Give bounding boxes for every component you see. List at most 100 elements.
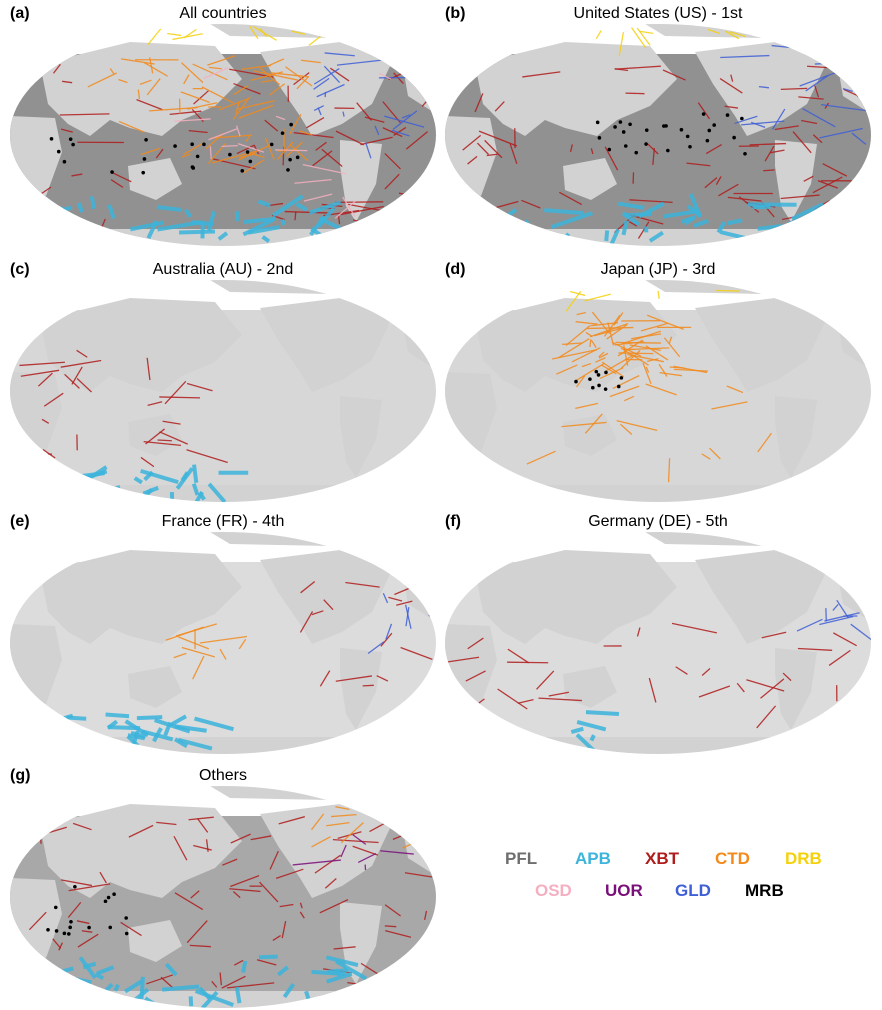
track	[187, 490, 204, 502]
track	[589, 734, 596, 742]
track	[709, 447, 721, 460]
track	[64, 221, 77, 238]
track	[477, 728, 488, 738]
panel-label: (e)	[10, 513, 30, 530]
marker	[141, 170, 146, 175]
track	[832, 632, 857, 647]
track	[102, 740, 116, 750]
marker	[108, 925, 113, 930]
track	[488, 208, 518, 231]
track	[10, 453, 53, 458]
track	[75, 488, 87, 502]
track	[207, 55, 236, 66]
panel-title: Others	[199, 767, 247, 784]
track	[462, 134, 482, 151]
track	[621, 211, 641, 227]
track	[362, 223, 371, 235]
track	[618, 352, 654, 355]
track	[76, 920, 90, 925]
track	[175, 467, 194, 490]
marker	[62, 931, 67, 936]
track	[321, 148, 343, 167]
track	[385, 623, 393, 640]
track	[404, 604, 412, 629]
track	[52, 938, 62, 949]
track	[598, 351, 605, 358]
track	[842, 88, 853, 92]
marker	[725, 113, 730, 117]
track	[693, 218, 709, 228]
track	[256, 959, 277, 966]
track	[467, 155, 478, 165]
marker	[597, 383, 601, 388]
track	[400, 646, 433, 660]
marker	[173, 144, 177, 148]
track	[242, 159, 265, 174]
track	[143, 441, 182, 447]
track	[814, 84, 820, 98]
track	[159, 431, 188, 445]
marker	[712, 123, 717, 127]
track	[796, 618, 823, 632]
track	[562, 342, 582, 346]
track	[494, 101, 505, 112]
track	[241, 960, 248, 973]
track	[210, 134, 252, 139]
track	[352, 845, 379, 856]
track	[31, 491, 75, 502]
marker	[740, 116, 744, 121]
marker	[49, 137, 54, 141]
track	[180, 91, 210, 103]
track	[620, 423, 633, 435]
track	[497, 737, 522, 754]
track	[391, 129, 410, 137]
track	[771, 108, 786, 130]
track	[478, 130, 518, 147]
track	[638, 201, 665, 219]
track	[108, 492, 119, 502]
track	[591, 311, 611, 335]
track	[601, 361, 625, 378]
map	[10, 532, 436, 754]
track	[415, 975, 436, 984]
track	[318, 235, 330, 246]
track	[43, 392, 64, 407]
track	[388, 596, 403, 602]
track	[230, 833, 251, 844]
track	[186, 920, 208, 944]
track	[299, 902, 303, 909]
track	[590, 148, 594, 155]
track	[845, 231, 863, 240]
legend-entry: OSD	[535, 881, 572, 900]
track	[324, 52, 355, 57]
track	[667, 458, 671, 483]
track	[378, 72, 392, 80]
track	[376, 675, 389, 682]
track	[820, 103, 867, 112]
track	[72, 822, 92, 831]
track	[488, 722, 512, 745]
track	[367, 641, 385, 654]
track	[484, 139, 503, 159]
land	[445, 737, 871, 754]
track	[37, 733, 48, 743]
track	[110, 179, 124, 188]
track	[335, 675, 373, 682]
track	[625, 92, 645, 95]
track	[746, 679, 785, 692]
track	[457, 720, 503, 733]
track	[830, 710, 837, 718]
track	[791, 202, 824, 221]
track	[183, 142, 204, 155]
track	[405, 131, 428, 150]
marker	[46, 927, 50, 932]
track	[85, 999, 113, 1008]
track	[52, 728, 65, 750]
track	[58, 487, 79, 502]
track	[576, 719, 607, 732]
track	[374, 125, 380, 136]
track	[165, 626, 204, 641]
track	[63, 470, 72, 494]
track	[237, 142, 265, 153]
track	[217, 231, 229, 241]
